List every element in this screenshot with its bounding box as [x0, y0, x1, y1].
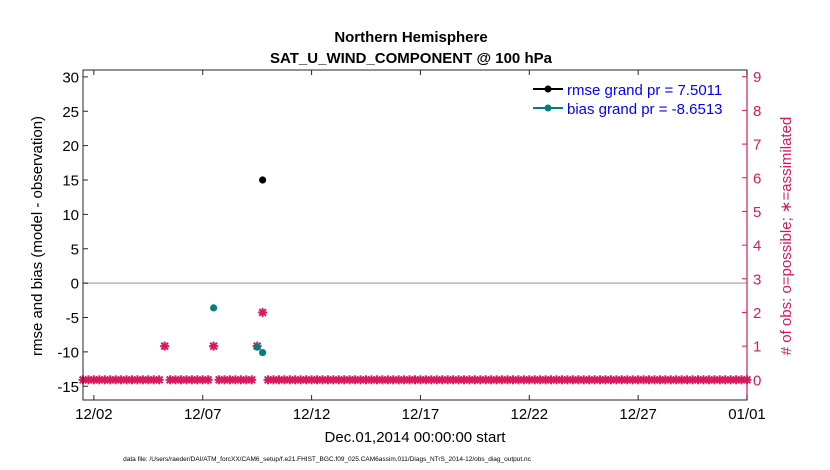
series-layer: [210, 176, 267, 357]
y-right-tick-label: 6: [753, 170, 761, 187]
x-axis: 12/02 12/07 12/12 12/17 12/22 12/27 01/01: [75, 70, 766, 423]
obs-count-marker: [149, 375, 159, 385]
right-axis: 0 1 2 3 4 5 6 7 8 9: [742, 69, 761, 400]
x-axis-label: Dec.01,2014 00:00:00 start: [325, 429, 507, 446]
obs-count-marker: [464, 375, 474, 385]
x-tick-label: 12/12: [293, 406, 331, 423]
y-tick-label: 20: [62, 138, 79, 155]
obs-count-marker: [247, 375, 257, 385]
legend-rmse-marker: [544, 85, 552, 93]
obs-count-marker: [421, 375, 431, 385]
chart-subtitle: SAT_U_WIND_COMPONENT @ 100 hPa: [270, 50, 553, 67]
y-right-tick-label: 9: [753, 69, 761, 86]
x-tick-label: 12/17: [402, 406, 440, 423]
y-tick-label: 10: [62, 207, 79, 224]
legend-box: [530, 78, 740, 123]
y-right-tick-label: 5: [753, 204, 761, 221]
x-tick-label: 12/02: [75, 406, 113, 423]
y-tick-label: -5: [66, 310, 79, 327]
obs-count-marker: [127, 375, 137, 385]
series-point: [259, 176, 267, 184]
y-tick-label: 25: [62, 104, 79, 121]
y-tick-label: 0: [71, 276, 79, 293]
y-right-tick-label: 8: [753, 103, 761, 120]
y-right-tick-label: 7: [753, 137, 761, 154]
series-point: [259, 348, 267, 357]
y-right-tick-label: 1: [753, 339, 761, 356]
y-tick-label: 5: [71, 241, 79, 258]
y-axis-label: rmse and bias (model - observation): [29, 116, 46, 356]
obs-count-marker: [209, 341, 219, 351]
x-tick-label: 12/22: [511, 406, 549, 423]
legend-bias-marker: [544, 104, 552, 112]
y-axis-right-label: # of obs: o=possible; ∗=assimilated: [778, 117, 795, 356]
x-tick-label: 01/01: [728, 406, 766, 423]
y-right-tick-label: 2: [753, 305, 761, 322]
y-tick-label: 30: [62, 69, 79, 86]
obs-count-layer: [78, 307, 752, 385]
left-axis: 30 25 20 15 10 5 0 -5 -10 -15: [57, 69, 88, 396]
y-tick-label: 15: [62, 173, 79, 190]
y-right-tick-label: 0: [753, 372, 761, 389]
y-right-tick-label: 4: [753, 238, 761, 255]
obs-count-marker: [203, 375, 213, 385]
obs-count-marker: [296, 375, 306, 385]
legend-rmse-label: rmse grand pr = 7.5011: [567, 82, 722, 99]
chart-title: Northern Hemisphere: [334, 29, 487, 46]
legend: rmse grand pr = 7.5011 bias grand pr = -…: [530, 78, 740, 123]
x-tick-label: 12/27: [619, 406, 657, 423]
series-point: [253, 343, 261, 351]
series-point: [210, 304, 218, 312]
y-tick-label: -10: [57, 344, 79, 361]
y-tick-label: -15: [57, 379, 79, 396]
obs-count-marker: [160, 341, 170, 351]
x-tick-label: 12/07: [184, 406, 222, 423]
y-right-tick-label: 3: [753, 271, 761, 288]
legend-bias-label: bias grand pr = -8.6513: [567, 101, 723, 118]
obs-count-marker: [258, 307, 268, 317]
obs-count-marker: [154, 375, 164, 385]
data-file-footer: data file: /Users/raeder/DAI/ATM_forcXX/…: [123, 456, 532, 463]
